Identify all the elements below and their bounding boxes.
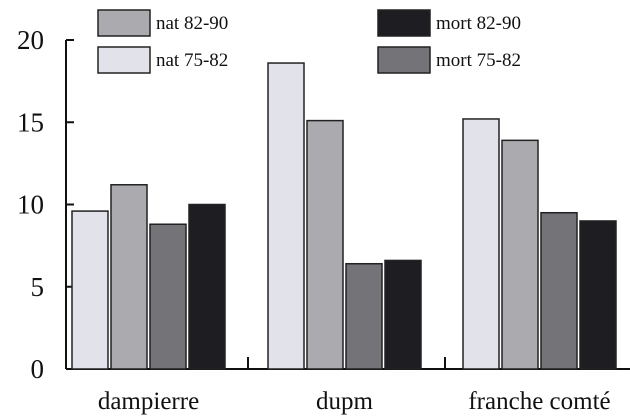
bar-mort-82-90-2 xyxy=(579,220,617,370)
bar-mort-75-82-1 xyxy=(345,262,383,370)
category-label: dupm xyxy=(316,388,374,415)
bars xyxy=(71,62,617,370)
y-tick-label: 5 xyxy=(31,272,45,302)
legend-swatch xyxy=(377,9,431,37)
bar-mort-82-90-1 xyxy=(384,259,422,370)
category-labels: dampierre dupm franche comté xyxy=(98,388,611,415)
legend-label: nat 75-82 xyxy=(156,50,228,71)
y-tick-label: 20 xyxy=(17,25,44,55)
legend: nat 82-90 nat 75-82 mort 82-90 mort 75-82 xyxy=(97,9,521,74)
legend-label: mort 82-90 xyxy=(436,13,521,34)
bar-nat-82-90-0 xyxy=(110,184,148,370)
legend-swatch xyxy=(97,46,151,74)
bar-nat-75-82-1 xyxy=(267,62,305,370)
legend-swatch xyxy=(377,46,431,74)
category-label: franche comté xyxy=(468,388,610,415)
bar-mort-82-90-0 xyxy=(188,203,226,370)
bar-nat-82-90-2 xyxy=(501,139,539,370)
bar-nat-75-82-2 xyxy=(462,118,500,370)
bar-nat-82-90-1 xyxy=(306,119,344,370)
bar-nat-75-82-0 xyxy=(71,210,109,370)
legend-label: nat 82-90 xyxy=(156,13,228,34)
legend-swatch xyxy=(97,9,151,37)
legend-label: mort 75-82 xyxy=(436,50,521,71)
bar-mort-75-82-0 xyxy=(149,223,187,370)
category-label: dampierre xyxy=(98,388,199,415)
y-tick-label: 15 xyxy=(17,107,44,137)
y-tick-label: 10 xyxy=(17,190,44,220)
bar-mort-75-82-2 xyxy=(540,211,578,370)
y-tick-label: 0 xyxy=(31,354,45,384)
